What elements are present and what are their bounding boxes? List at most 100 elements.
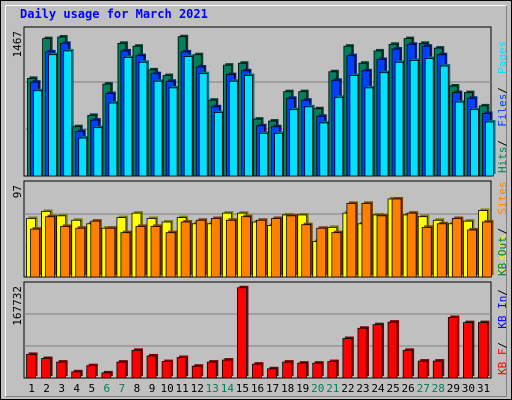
legend-files: Files [496,94,509,127]
ymax-label-kb: 167732 [11,286,24,326]
bar-kb-f-day-6 [101,372,112,379]
bar-sites-day-28 [436,223,447,278]
legend-hits: Hits [496,147,509,174]
bar-kb-f-day-21 [327,361,338,379]
bar-sites-day-3 [60,226,71,278]
bar-kb-f-day-18 [282,361,293,379]
bar-sites-day-23 [361,203,372,278]
x-tick-label-day-3: 3 [58,382,65,395]
legend-sites: Sites [496,181,509,214]
bar-pages-day-10 [168,87,178,177]
bar-pages-day-24 [379,72,389,177]
x-tick-label-day-10: 10 [160,382,173,395]
bar-pages-day-6 [108,102,118,177]
x-tick-label-day-5: 5 [88,382,95,395]
bar-pages-day-13 [213,112,223,177]
legend-visits-sites: Visits / Sites [496,181,509,274]
x-tick-label-day-6: 6 [104,382,111,395]
bar-sites-day-26 [406,212,417,278]
legend-hits-files-pages: Hits / Files / Pages [496,41,509,173]
bar-pages-day-22 [349,75,359,177]
x-tick-label-day-2: 2 [43,382,50,395]
bar-pages-day-20 [319,122,329,177]
bar-sites-day-13 [210,218,221,278]
bar-sites-day-8 [135,226,146,278]
bar-sites-day-22 [346,203,357,278]
bar-pages-day-23 [364,87,374,177]
bar-kb-f-day-20 [312,362,323,379]
bar-pages-day-1 [33,90,42,177]
x-tick-label-day-21: 21 [326,382,339,395]
chart-bevel [5,5,507,397]
ymax-label-hits-files-pages: 1467 [11,31,24,58]
bar-kb-f-day-7 [116,361,127,379]
bar-kb-f-day-19 [297,362,308,379]
bar-kb-f-day-4 [71,371,82,379]
bar-sites-day-2 [45,216,55,278]
bar-sites-day-27 [421,226,432,278]
x-tick-label-day-15: 15 [236,382,249,395]
x-tick-label-day-31: 31 [477,382,490,395]
bar-sites-day-10 [165,232,176,278]
bar-pages-day-12 [198,73,208,177]
x-tick-label-day-11: 11 [176,382,189,395]
x-tick-label-day-27: 27 [417,382,430,395]
legend-separator: / [496,140,509,147]
bar-kb-f-day-13 [206,361,217,379]
bar-sites-day-20 [316,227,327,278]
legend-separator: / [496,87,509,94]
bar-sites-day-21 [331,232,342,278]
legend-visits: Visits [496,234,509,274]
x-tick-label-day-20: 20 [311,382,324,395]
bar-pages-day-3 [63,50,73,177]
bar-sites-day-25 [391,198,402,278]
x-tick-label-day-17: 17 [266,382,279,395]
bar-kb-f-day-14 [221,359,232,379]
bar-pages-day-30 [470,109,479,177]
bar-kb-f-day-5 [86,365,97,379]
x-tick-label-day-8: 8 [134,382,141,395]
x-tick-label-day-16: 16 [251,382,264,395]
x-tick-label-day-13: 13 [206,382,219,395]
bar-kb-f-day-23 [357,327,368,379]
legend-separator: / [496,342,509,349]
bar-kb-f-day-2 [41,358,51,379]
bar-sites-day-30 [467,229,477,278]
legend-separator: / [496,289,509,296]
x-tick-label-day-7: 7 [119,382,126,395]
bar-sites-day-17 [271,218,281,278]
legend-kb-f: KB F [496,349,509,376]
bar-sites-day-9 [150,226,161,278]
bar-sites-day-12 [195,219,206,278]
bar-kb-f-day-16 [252,363,262,379]
bar-sites-day-7 [120,232,131,278]
x-tick-label-day-23: 23 [356,382,369,395]
bar-kb-f-day-17 [267,368,277,379]
bar-kb-f-day-9 [146,355,157,379]
bar-sites-day-14 [225,219,236,278]
bar-sites-day-11 [180,221,191,278]
bar-sites-day-31 [482,221,492,278]
x-tick-label-day-19: 19 [296,382,309,395]
chart-title: Daily usage for March 2021 [20,7,208,21]
x-tick-label-day-29: 29 [447,382,460,395]
x-tick-label-day-28: 28 [432,382,445,395]
bar-pages-day-2 [48,54,57,177]
x-tick-label-day-14: 14 [221,382,235,395]
bar-kb-f-day-26 [402,349,413,379]
legend-kb-in: KB In [496,296,509,329]
bar-kb-f-day-1 [26,354,36,379]
bar-pages-day-7 [123,57,133,177]
x-tick-label-day-24: 24 [371,382,385,395]
bar-sites-day-15 [241,216,251,278]
bar-kb-f-day-8 [131,349,142,379]
bar-kb-f-day-27 [417,360,428,379]
bar-pages-day-29 [454,101,464,177]
bar-kb-f-day-24 [372,324,383,379]
legend-kb-out: KB Out [496,236,509,276]
bar-kb-f-day-12 [191,365,202,379]
bar-sites-day-4 [75,227,86,278]
x-tick-label-day-12: 12 [191,382,204,395]
legend-separator: / [496,228,509,235]
